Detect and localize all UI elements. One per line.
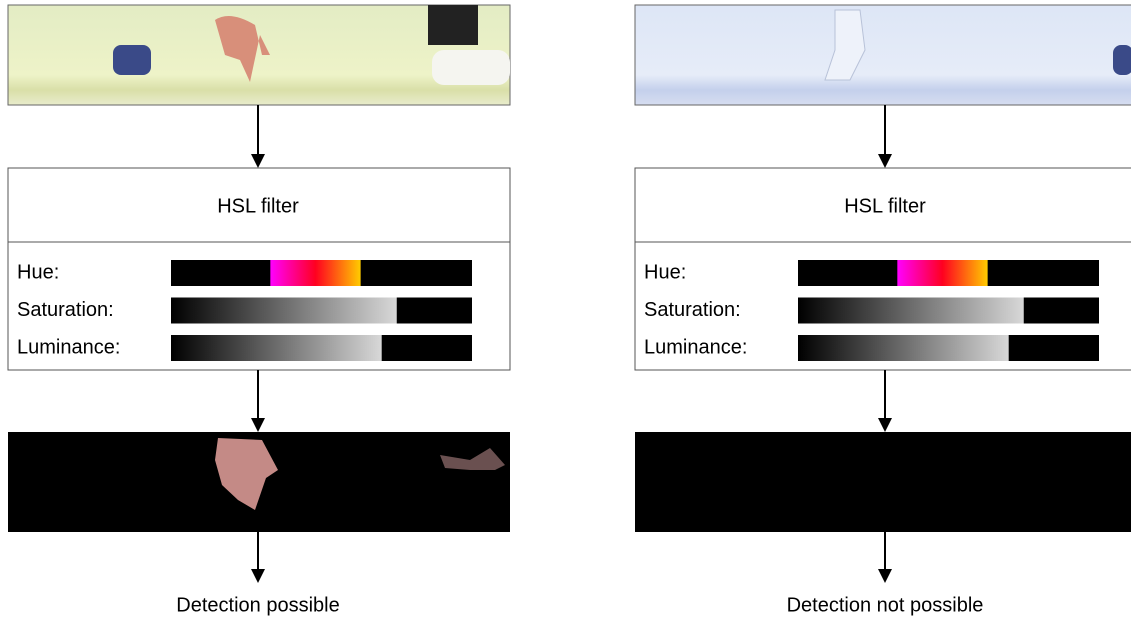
page: {"panels": [ {"filter": {"title": "HSL f… bbox=[0, 0, 1131, 620]
image-object bbox=[432, 50, 510, 85]
image-object bbox=[113, 45, 151, 75]
arrow-head bbox=[251, 569, 265, 583]
range-selection bbox=[171, 298, 397, 324]
diagram: HSL filter Hue: Saturation: Luminance: Detec… bbox=[0, 0, 1131, 620]
arrow-head bbox=[878, 154, 892, 168]
filter-title: HSL filter bbox=[217, 195, 299, 217]
row-label: Hue: bbox=[17, 261, 59, 283]
row-label: Hue: bbox=[644, 261, 686, 283]
arrow-head bbox=[878, 418, 892, 432]
mask-image bbox=[635, 432, 1131, 532]
result-label: Detection not possible bbox=[787, 594, 984, 616]
row-label: Saturation: bbox=[17, 299, 114, 321]
image-object bbox=[1113, 45, 1131, 75]
row-label: Saturation: bbox=[644, 299, 741, 321]
range-selection bbox=[171, 335, 382, 361]
row-label: Luminance: bbox=[644, 336, 747, 358]
range-selection bbox=[798, 298, 1024, 324]
range-selection bbox=[897, 260, 987, 286]
filter-title: HSL filter bbox=[844, 195, 926, 217]
range-selection bbox=[270, 260, 360, 286]
range-selection bbox=[798, 335, 1009, 361]
image-object bbox=[428, 5, 478, 45]
result-label: Detection possible bbox=[176, 594, 339, 616]
left-panel: HSL filter Hue: Saturation: Luminance: Detec… bbox=[8, 5, 510, 616]
right-panel: HSL filter Hue: Saturation: Luminance: Detec… bbox=[635, 5, 1131, 616]
row-label: Luminance: bbox=[17, 336, 120, 358]
arrow-head bbox=[878, 569, 892, 583]
camera-image bbox=[635, 5, 1131, 105]
arrow-head bbox=[251, 154, 265, 168]
arrow-head bbox=[251, 418, 265, 432]
